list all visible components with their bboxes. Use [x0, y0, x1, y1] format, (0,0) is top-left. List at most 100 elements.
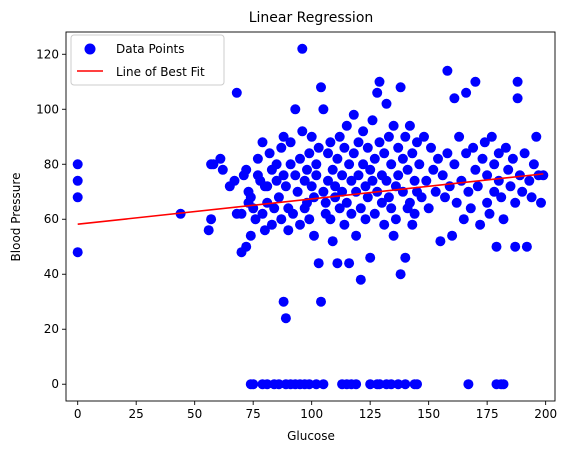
data-point: [538, 170, 549, 181]
data-point: [512, 93, 523, 104]
data-point: [302, 164, 312, 175]
data-point: [241, 241, 252, 252]
data-point: [390, 214, 401, 225]
data-point: [318, 186, 329, 197]
data-point: [414, 159, 425, 170]
data-point: [465, 203, 476, 214]
data-point: [292, 186, 303, 197]
data-point: [231, 87, 242, 98]
data-point: [412, 379, 422, 390]
data-point: [285, 159, 296, 170]
x-tick-label: 100: [300, 407, 323, 421]
legend-marker-data-points: [84, 43, 96, 55]
data-point: [351, 379, 362, 390]
data-point: [348, 148, 359, 159]
data-point: [430, 186, 441, 197]
data-point: [428, 164, 439, 175]
data-point: [358, 159, 369, 170]
data-point: [419, 131, 429, 142]
data-point: [407, 219, 418, 230]
data-point: [72, 175, 83, 186]
x-axis-label: Glucose: [287, 429, 335, 443]
data-point: [400, 252, 411, 263]
data-point: [72, 192, 83, 203]
legend-box: [70, 34, 225, 86]
data-point: [393, 170, 404, 181]
data-point: [313, 142, 324, 153]
x-tick-label: 175: [476, 407, 499, 421]
data-point: [528, 159, 539, 170]
data-point: [386, 159, 397, 170]
chart-title: Linear Regression: [249, 10, 374, 26]
data-point: [440, 192, 450, 203]
data-point: [248, 379, 259, 390]
data-point: [295, 219, 305, 230]
data-point: [276, 214, 287, 225]
data-point: [479, 137, 490, 148]
data-point: [458, 214, 469, 225]
data-point: [337, 170, 348, 181]
data-point: [435, 236, 446, 247]
data-point: [273, 192, 284, 203]
data-point: [316, 82, 326, 93]
data-point: [355, 203, 366, 214]
data-point: [496, 192, 507, 203]
data-point: [309, 192, 319, 203]
data-point: [365, 164, 376, 175]
data-point: [358, 126, 369, 137]
y-tick-label: 20: [44, 322, 59, 336]
data-point: [346, 208, 357, 219]
data-point: [327, 236, 338, 247]
data-point: [379, 148, 390, 159]
data-point: [386, 203, 397, 214]
axis-ticks: 0 25 50 75 100 125 150 175 200 0 20 40 60 80 100 120: [36, 31, 557, 421]
data-point: [386, 379, 397, 390]
data-point: [486, 131, 497, 142]
data-point: [280, 181, 291, 192]
data-point: [297, 43, 308, 54]
data-point: [409, 175, 420, 186]
y-tick-label: 60: [44, 212, 59, 226]
data-point: [463, 186, 474, 197]
data-point: [369, 208, 380, 219]
data-point: [482, 170, 493, 181]
data-point: [444, 181, 455, 192]
data-point: [250, 214, 261, 225]
data-point: [521, 241, 532, 252]
data-point: [266, 219, 277, 230]
x-tick-label: 125: [359, 407, 382, 421]
data-point: [360, 181, 371, 192]
data-point: [208, 159, 219, 170]
line-of-best-fit: [77, 173, 544, 225]
data-point: [500, 142, 511, 153]
data-point: [416, 192, 427, 203]
data-point: [489, 186, 500, 197]
data-point: [351, 230, 362, 241]
data-point: [404, 120, 415, 131]
data-point: [505, 181, 516, 192]
data-point: [264, 148, 275, 159]
data-point: [323, 175, 333, 186]
data-point: [271, 175, 282, 186]
data-point: [269, 203, 280, 214]
data-point: [470, 76, 481, 87]
data-point: [355, 274, 366, 285]
data-point: [306, 131, 317, 142]
data-point: [383, 131, 394, 142]
data-point: [536, 197, 546, 208]
data-point: [456, 175, 467, 186]
x-tick-label: 200: [534, 407, 557, 421]
data-point: [404, 197, 415, 208]
data-point: [290, 104, 301, 115]
x-tick-label: 25: [129, 407, 144, 421]
data-point: [353, 137, 364, 148]
y-axis-label: Blood Pressure: [9, 173, 23, 262]
data-point: [376, 197, 387, 208]
data-point: [372, 87, 383, 98]
data-point: [421, 175, 432, 186]
data-point: [316, 296, 326, 307]
data-point: [344, 159, 355, 170]
data-point: [463, 379, 474, 390]
data-point: [360, 214, 371, 225]
